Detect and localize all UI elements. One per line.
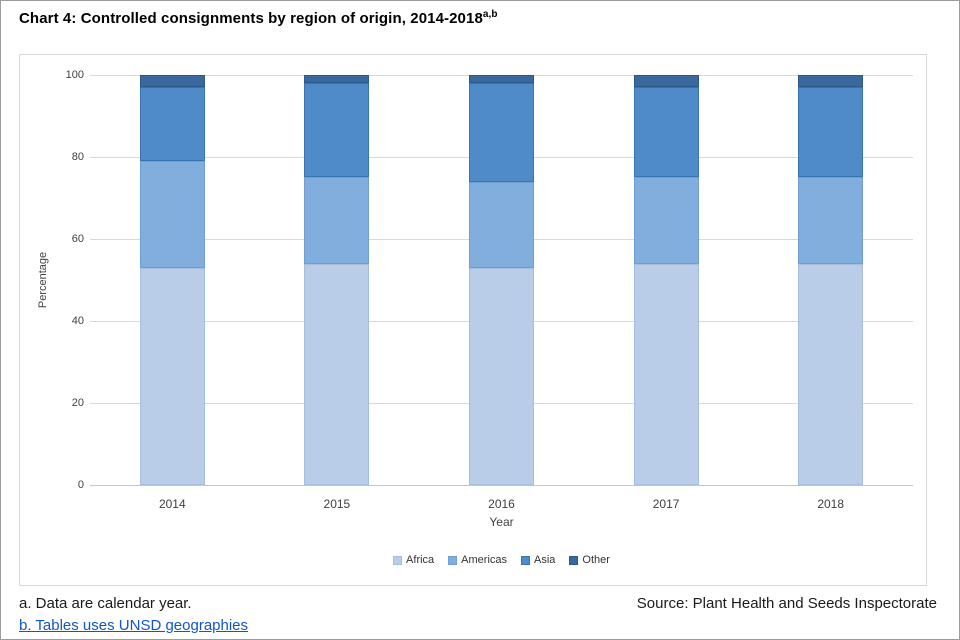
bar-segment-africa-2014 xyxy=(139,267,205,485)
y-tick-label: 100 xyxy=(65,69,84,81)
footnote-a: a. Data are calendar year. xyxy=(19,595,192,612)
x-axis-line xyxy=(90,485,913,486)
x-tick-label: 2014 xyxy=(158,497,186,511)
bar-segment-other-2018 xyxy=(798,75,864,88)
bar-segment-americas-2015 xyxy=(304,177,370,264)
bar-segment-asia-2018 xyxy=(798,87,864,178)
x-tick-label: 2016 xyxy=(488,497,515,511)
legend-item-africa: Africa xyxy=(393,554,434,566)
bar-segment-other-2016 xyxy=(469,75,534,84)
chart-title: Chart 4: Controlled consignments by regi… xyxy=(19,9,498,27)
y-tick-label: 20 xyxy=(71,397,84,409)
bar-segment-africa-2015 xyxy=(304,263,370,485)
bar-segment-americas-2017 xyxy=(633,177,699,264)
y-tick-label: 0 xyxy=(77,479,84,491)
bar-segment-asia-2017 xyxy=(633,87,699,178)
chart-title-text: Chart 4: Controlled consignments by regi… xyxy=(19,10,483,27)
bar-segment-africa-2017 xyxy=(633,263,699,485)
bar-segment-other-2017 xyxy=(633,75,699,88)
legend-label: Asia xyxy=(534,554,556,566)
legend-item-asia: Asia xyxy=(521,554,555,566)
legend-label: Americas xyxy=(461,554,508,566)
legend-item-americas: Americas xyxy=(448,554,507,566)
bar-segment-asia-2014 xyxy=(139,87,205,162)
bar-segment-americas-2016 xyxy=(469,181,534,268)
y-axis-title-box: Percentage xyxy=(28,75,58,485)
bar-stack-2016 xyxy=(469,75,534,485)
legend-swatch-americas xyxy=(448,555,458,565)
x-tick-label: 2015 xyxy=(323,497,351,511)
bar-segment-americas-2014 xyxy=(139,161,205,268)
footnote-b-link[interactable]: b. Tables uses UNSD geographies xyxy=(19,617,249,634)
legend: Africa Americas Asia Other xyxy=(90,554,913,566)
bar-segment-asia-2015 xyxy=(304,83,370,178)
bar-stack-2017 xyxy=(633,75,699,485)
x-tick-label: 2018 xyxy=(817,497,845,511)
source-text: Source: Plant Health and Seeds Inspector… xyxy=(636,595,937,612)
legend-item-other: Other xyxy=(569,554,610,566)
legend-label: Other xyxy=(582,554,610,566)
bar-segment-africa-2018 xyxy=(798,263,864,485)
y-tick-label: 80 xyxy=(71,151,84,163)
bar-segment-other-2015 xyxy=(304,75,370,84)
legend-label: Africa xyxy=(406,554,435,566)
y-axis-title: Percentage xyxy=(37,251,50,309)
bar-stack-2018 xyxy=(798,75,864,485)
bar-stack-2015 xyxy=(304,75,370,485)
y-tick-label: 60 xyxy=(71,233,84,245)
legend-swatch-africa xyxy=(393,555,403,565)
bar-segment-americas-2018 xyxy=(798,177,864,264)
bar-stack-2014 xyxy=(139,75,205,485)
x-tick-label: 2017 xyxy=(652,497,680,511)
x-axis-title: Year xyxy=(489,515,514,529)
y-tick-label: 40 xyxy=(71,315,84,327)
bar-segment-asia-2016 xyxy=(469,83,534,182)
legend-swatch-other xyxy=(569,555,579,565)
chart-title-superscript: a,b xyxy=(482,9,498,20)
legend-swatch-asia xyxy=(521,555,531,565)
chart-panel: Percentage Year Africa Americas Asia Other … xyxy=(19,54,927,586)
bar-segment-africa-2016 xyxy=(469,267,534,485)
bar-segment-other-2014 xyxy=(139,75,205,88)
